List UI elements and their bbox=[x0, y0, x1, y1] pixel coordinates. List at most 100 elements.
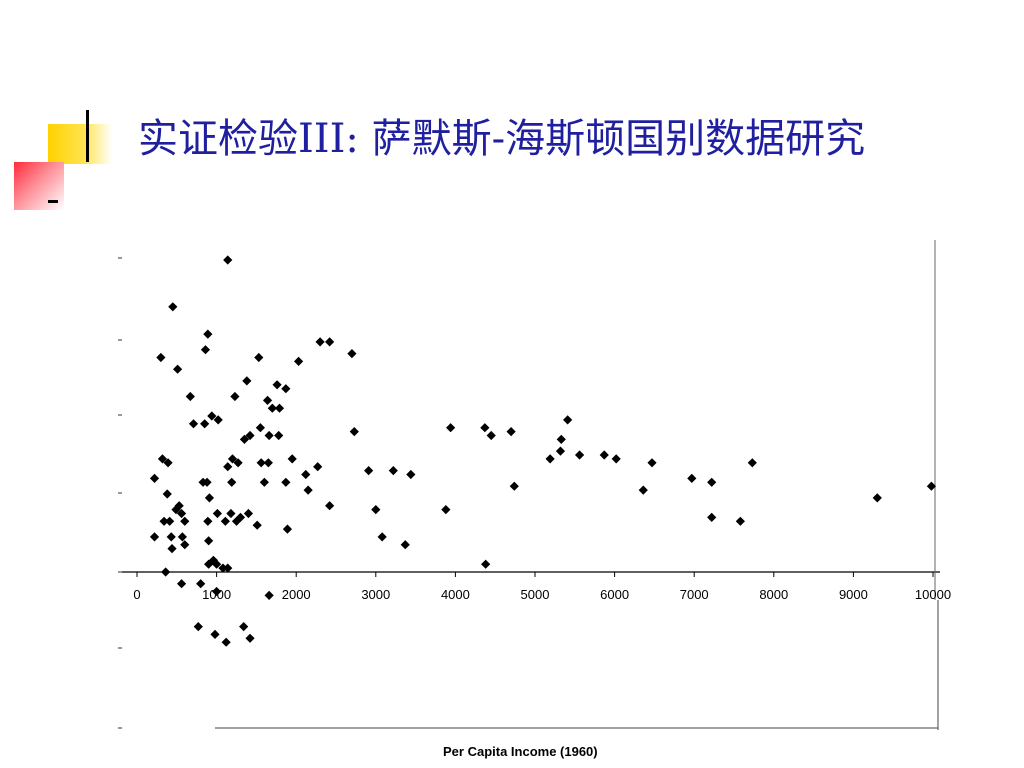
data-point bbox=[233, 458, 243, 468]
data-point bbox=[272, 380, 282, 390]
data-point bbox=[647, 458, 657, 468]
x-tick-label: 0 bbox=[133, 587, 140, 602]
data-point bbox=[180, 516, 190, 526]
data-point bbox=[159, 516, 169, 526]
data-point bbox=[872, 493, 882, 503]
data-point bbox=[287, 454, 297, 464]
data-point bbox=[210, 629, 220, 639]
data-point bbox=[264, 590, 274, 600]
data-point bbox=[254, 352, 264, 363]
data-point bbox=[364, 466, 374, 476]
data-point bbox=[223, 563, 233, 573]
data-point bbox=[267, 403, 277, 413]
data-point bbox=[707, 512, 717, 522]
data-point bbox=[301, 469, 311, 480]
data-point bbox=[203, 329, 213, 339]
data-point bbox=[325, 501, 335, 511]
data-point bbox=[264, 430, 274, 441]
data-point bbox=[262, 395, 273, 405]
data-point bbox=[377, 532, 387, 542]
data-point bbox=[574, 450, 585, 460]
data-point bbox=[274, 403, 285, 413]
data-point bbox=[441, 505, 451, 515]
data-point bbox=[221, 637, 231, 647]
data-point bbox=[200, 419, 210, 429]
x-tick-label: 10000 bbox=[915, 587, 951, 602]
data-point bbox=[252, 520, 262, 530]
data-point bbox=[165, 516, 175, 526]
data-point bbox=[349, 427, 359, 437]
x-tick-label: 9000 bbox=[839, 587, 868, 602]
data-point bbox=[274, 430, 284, 441]
x-tick-label: 4000 bbox=[441, 587, 470, 602]
data-point bbox=[239, 434, 250, 444]
data-point bbox=[245, 633, 255, 643]
data-point bbox=[156, 352, 166, 363]
data-point bbox=[212, 586, 222, 597]
data-point bbox=[259, 477, 269, 487]
data-point bbox=[707, 477, 717, 487]
data-point bbox=[281, 384, 291, 394]
x-tick-label: 8000 bbox=[759, 587, 788, 602]
data-point bbox=[388, 466, 398, 476]
data-point bbox=[212, 508, 222, 519]
data-point bbox=[176, 508, 187, 519]
data-point bbox=[204, 536, 214, 546]
data-point bbox=[172, 364, 183, 374]
data-point bbox=[638, 485, 648, 495]
data-point bbox=[231, 516, 242, 526]
data-point bbox=[204, 493, 215, 503]
data-point bbox=[161, 567, 171, 577]
data-point bbox=[149, 473, 160, 483]
data-point bbox=[556, 434, 566, 444]
data-point bbox=[545, 454, 555, 464]
data-point bbox=[213, 415, 223, 425]
x-tick-label: 3000 bbox=[361, 587, 390, 602]
data-point bbox=[735, 516, 745, 526]
x-axis-ticks: 0100020003000400050006000700080009000100… bbox=[133, 572, 951, 602]
x-tick-label: 6000 bbox=[600, 587, 629, 602]
data-point bbox=[509, 481, 519, 491]
data-point bbox=[202, 477, 212, 487]
data-point bbox=[227, 454, 238, 464]
data-point bbox=[313, 462, 323, 472]
data-point bbox=[157, 454, 168, 464]
data-point bbox=[325, 337, 335, 347]
data-point bbox=[486, 430, 496, 441]
data-point bbox=[315, 337, 325, 347]
data-point bbox=[208, 555, 219, 565]
data-point bbox=[371, 505, 381, 515]
data-point bbox=[230, 391, 240, 402]
x-tick-label: 7000 bbox=[680, 587, 709, 602]
data-point bbox=[293, 356, 304, 366]
data-point bbox=[926, 481, 937, 491]
data-point bbox=[193, 622, 203, 632]
data-point bbox=[167, 544, 177, 554]
data-point bbox=[239, 622, 249, 632]
data-point bbox=[347, 349, 357, 359]
data-point bbox=[599, 450, 609, 460]
slide-title: 实证检验III: 萨默斯-海斯顿国别数据研究 bbox=[138, 116, 866, 162]
data-point bbox=[263, 458, 273, 468]
data-point bbox=[303, 485, 313, 495]
data-point bbox=[180, 540, 190, 550]
data-point bbox=[255, 423, 265, 433]
data-point bbox=[196, 579, 206, 589]
data-point bbox=[174, 501, 184, 511]
data-point bbox=[563, 415, 573, 425]
data-point bbox=[166, 532, 176, 542]
data-point bbox=[747, 458, 757, 468]
data-point bbox=[149, 532, 160, 542]
data-point bbox=[220, 516, 230, 526]
data-point bbox=[171, 505, 181, 515]
data-point bbox=[226, 508, 236, 519]
data-point bbox=[162, 489, 172, 499]
title-bullet-dash bbox=[48, 200, 58, 203]
data-point bbox=[243, 508, 254, 519]
x-tick-label: 2000 bbox=[282, 587, 311, 602]
data-point bbox=[203, 516, 213, 526]
data-point bbox=[200, 345, 211, 355]
plot-frame bbox=[118, 240, 940, 730]
title-accent-yellow bbox=[48, 124, 112, 164]
